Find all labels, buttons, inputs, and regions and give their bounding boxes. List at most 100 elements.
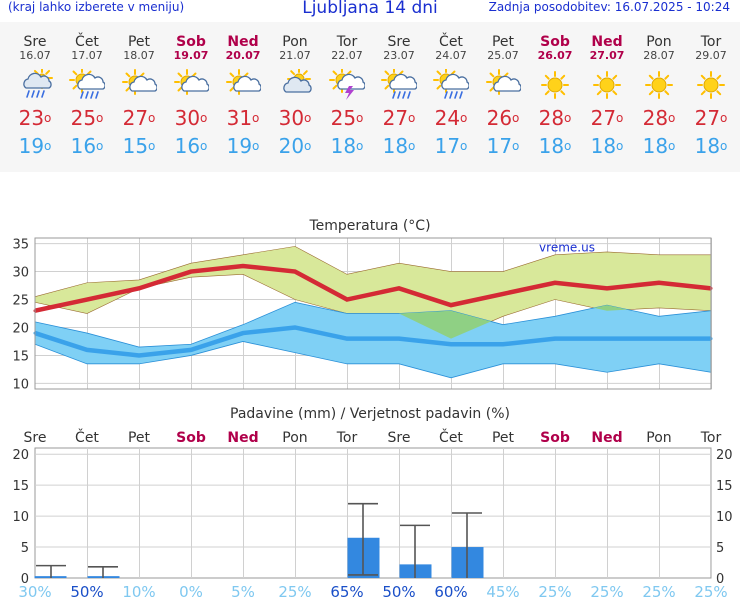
- precip-tick-label-left: 0: [21, 572, 29, 587]
- min-temperature-point: [137, 353, 141, 357]
- cloud-sun-icon: [283, 69, 312, 93]
- precip-chart-title: Padavine (mm) / Verjetnost padavin (%): [0, 406, 740, 422]
- precip-tick-label-right: 20: [716, 448, 733, 463]
- min-temperature-value: 15: [122, 134, 149, 158]
- day-date: 21.07: [279, 49, 311, 62]
- min-temperature-value: 18: [642, 134, 669, 158]
- day-date: 27.07: [589, 49, 625, 62]
- precip-probability-label: 5%: [231, 583, 255, 600]
- min-temperature: 20o: [269, 135, 321, 157]
- precip-category-label: Čet: [439, 428, 463, 446]
- thunderstorm-icon: [329, 69, 365, 100]
- day-date: 29.07: [695, 49, 727, 62]
- day-column: Čet 24.07 24o 17o: [425, 22, 477, 157]
- day-column: Sre 23.07 27o 18o: [373, 22, 425, 157]
- day-date: 24.07: [435, 49, 467, 62]
- temperature-tick-label: 35: [12, 238, 29, 253]
- min-temperature: 19o: [217, 135, 269, 157]
- degree-symbol: o: [720, 139, 728, 153]
- degree-symbol: o: [44, 111, 52, 125]
- day-column: Ned 27.07 27o 18o: [581, 22, 633, 157]
- degree-symbol: o: [304, 139, 312, 153]
- precip-probability-label: 25%: [694, 583, 727, 600]
- temperature-chart-title: Temperatura (°C): [0, 218, 740, 234]
- precip-probability-label: 25%: [642, 583, 675, 600]
- day-column: Pet 25.07 26o 17o: [477, 22, 529, 157]
- day-column: Čet 17.07 25o 16o: [61, 22, 113, 157]
- min-temperature: 17o: [477, 135, 529, 157]
- precip-category-label: Sre: [388, 430, 411, 446]
- max-temperature-point: [397, 286, 401, 290]
- temperature-plot-border: [34, 237, 712, 390]
- day-date: 20.07: [225, 49, 261, 62]
- day-column: Tor 29.07 27o 18o: [685, 22, 737, 157]
- day-name: Sob: [540, 34, 570, 50]
- precip-probability-label: 25%: [590, 583, 623, 600]
- precip-category-label: Pet: [128, 430, 151, 446]
- degree-symbol: o: [200, 139, 208, 153]
- day-name: Pon: [646, 34, 672, 50]
- temperature-tick-label: 10: [12, 377, 29, 392]
- max-temperature-value: 31: [226, 106, 253, 130]
- day-date: 28.07: [643, 49, 675, 62]
- watermark: vreme.us: [539, 240, 595, 254]
- precip-tick-label-right: 5: [716, 541, 724, 556]
- max-temperature-point: [605, 286, 609, 290]
- max-temperature-value: 25: [70, 106, 97, 130]
- sun-icon: [645, 71, 673, 99]
- day-date: 26.07: [537, 49, 573, 62]
- precip-probability-label: 45%: [486, 583, 519, 600]
- precip-category-label: Ned: [227, 430, 258, 446]
- min-temperature-value: 18: [382, 134, 409, 158]
- degree-symbol: o: [304, 111, 312, 125]
- sun-rain-cloud-icon: [433, 69, 469, 99]
- max-temperature: 23o: [9, 107, 61, 129]
- degree-symbol: o: [460, 111, 468, 125]
- min-temperature: 18o: [633, 135, 685, 157]
- precip-tick-label-left: 15: [12, 479, 29, 494]
- max-temperature-point: [189, 270, 193, 274]
- degree-symbol: o: [252, 139, 260, 153]
- precip-category-label: Sob: [176, 430, 206, 446]
- last-update: Zadnja posodobitev: 16.07.2025 - 10:24: [488, 0, 730, 14]
- day-date: 22.07: [331, 49, 363, 62]
- min-temperature-value: 18: [538, 134, 565, 158]
- degree-symbol: o: [616, 111, 624, 125]
- day-date: 25.07: [487, 49, 519, 62]
- degree-symbol: o: [512, 111, 520, 125]
- max-temperature: 27o: [373, 107, 425, 129]
- max-temperature: 28o: [529, 107, 581, 129]
- header-left[interactable]: (kraj lahko izberete v meniju): [8, 0, 185, 14]
- degree-symbol: o: [616, 139, 624, 153]
- precip-probability-label: 60%: [434, 583, 467, 600]
- forecast-strip: Sre 16.07 23o 19o Čet 17.07 25o 16o Pet 18.07 27o 1…: [0, 22, 740, 172]
- min-temperature-value: 16: [174, 134, 201, 158]
- min-temperature-value: 20: [278, 134, 305, 158]
- min-temperature-value: 19: [18, 134, 45, 158]
- sun-icon: [541, 71, 569, 99]
- precip-category-label: Tor: [336, 430, 358, 446]
- day-name: Tor: [336, 34, 358, 50]
- precip-probability-label: 50%: [382, 583, 415, 600]
- max-temperature-value: 28: [538, 106, 565, 130]
- max-temperature-point: [85, 298, 89, 302]
- day-name: Čet: [439, 34, 463, 50]
- precip-probability-label: 10%: [122, 583, 155, 600]
- temperature-tick-label: 15: [12, 349, 29, 364]
- temperature-chart: 10 15 20 25 30 35 vreme.us: [12, 237, 713, 392]
- day-date: 17.07: [71, 49, 103, 62]
- min-temperature-point: [241, 331, 245, 335]
- day-date: 16.07: [19, 49, 51, 62]
- max-temperature-value: 28: [642, 106, 669, 130]
- min-temperature-value: 18: [330, 134, 357, 158]
- min-temperature-point: [189, 348, 193, 352]
- rain-sun-cloud-icon: [23, 69, 53, 98]
- min-temperature-value: 16: [70, 134, 97, 158]
- max-temperature-value: 25: [330, 106, 357, 130]
- min-temperature-point: [293, 325, 297, 329]
- max-temperature-value: 27: [694, 106, 721, 130]
- min-temperature: 18o: [321, 135, 373, 157]
- sun-cloud-icon: [122, 69, 157, 95]
- degree-symbol: o: [512, 139, 520, 153]
- day-name: Tor: [700, 34, 722, 50]
